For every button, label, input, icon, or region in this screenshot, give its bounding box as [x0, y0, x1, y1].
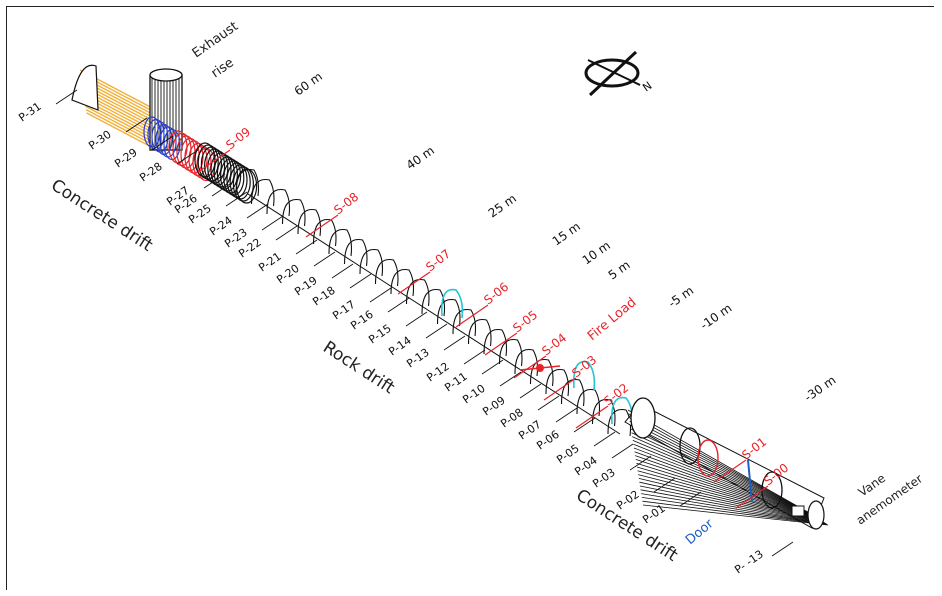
profile-p-31: P-31 — [16, 89, 78, 125]
profile-label: P-28 — [137, 160, 164, 185]
rock-drift-section — [235, 168, 634, 437]
profile-label: P- -13 — [732, 548, 766, 577]
concrete-drift-bottom-section — [624, 397, 829, 530]
profile-label: P-03 — [590, 466, 617, 491]
profile-p-06: P-06 — [534, 417, 596, 452]
fire-load-label: Fire Load — [585, 295, 639, 344]
compass-north-label: N — [640, 79, 654, 94]
door-marker — [747, 459, 753, 503]
profile-label: P-04 — [572, 454, 599, 479]
sensor-label: S-02 — [601, 381, 631, 409]
sensor-s-03: S-03 — [543, 353, 599, 401]
sensor-label: S-06 — [481, 280, 511, 308]
profile-p-18: P-18 — [310, 273, 372, 308]
exhaust-rise-label-1: Exhaust — [190, 19, 241, 61]
diagram-frame — [6, 6, 934, 590]
distance-label: -30 m — [802, 373, 839, 405]
distance-label: -5 m — [666, 283, 697, 310]
profile-label: P-05 — [554, 442, 581, 467]
door-label: Door — [683, 516, 717, 548]
concrete-drift-top-section — [194, 142, 258, 204]
exhaust-rise-label-2: rise — [209, 55, 237, 81]
profile-p-13: P-13 — [404, 335, 466, 371]
vane-anemometer-label-2: anemometer — [854, 472, 926, 528]
sensor-s-08: S-08 — [305, 190, 361, 238]
profile-label: P-10 — [460, 382, 487, 407]
sensor-label: S-03 — [569, 353, 599, 381]
profile-label: P-29 — [112, 146, 139, 171]
distance-label: 40 m — [404, 143, 437, 172]
profile-label: P-20 — [274, 262, 301, 287]
distance-label: 60 m — [292, 69, 325, 98]
profile-label: P-14 — [386, 334, 413, 359]
profile-label: P-08 — [498, 406, 525, 431]
cyan-marker — [572, 360, 596, 391]
profile-p--13: P- -13 — [732, 541, 794, 577]
exhaust-rise-shaft — [149, 68, 183, 151]
sensor-s-07: S-07 — [397, 247, 453, 295]
sensor-label: S-04 — [539, 331, 569, 359]
sensor-label: S-09 — [223, 125, 253, 153]
sensor-s-02: S-02 — [575, 381, 631, 429]
profile-label: P-31 — [16, 100, 43, 125]
cyan-marker — [440, 288, 464, 319]
sensor-label: S-01 — [739, 435, 769, 463]
profile-label: P-15 — [366, 322, 393, 347]
distance-label: 15 m — [550, 219, 583, 248]
vane-anemometer-box — [791, 505, 805, 517]
sensor-label: S-07 — [423, 247, 453, 275]
profile-label: P-13 — [404, 346, 431, 371]
concrete-drift-top-label: Concrete drift — [47, 175, 156, 256]
profile-label: P-30 — [86, 128, 113, 153]
compass-icon: N — [584, 50, 654, 97]
sensor-label: S-05 — [510, 308, 540, 336]
sensor-label: S-08 — [331, 190, 361, 218]
sensor-s-05: S-05 — [484, 308, 540, 356]
distance-label: -10 m — [698, 301, 735, 333]
profile-p-01: P-01 — [640, 491, 702, 526]
distance-label: 25 m — [486, 191, 519, 220]
distance-label: 5 m — [606, 258, 633, 283]
profile-label: P-21 — [256, 250, 283, 275]
distance-label: 10 m — [580, 238, 613, 267]
profile-label: P-09 — [480, 394, 507, 419]
